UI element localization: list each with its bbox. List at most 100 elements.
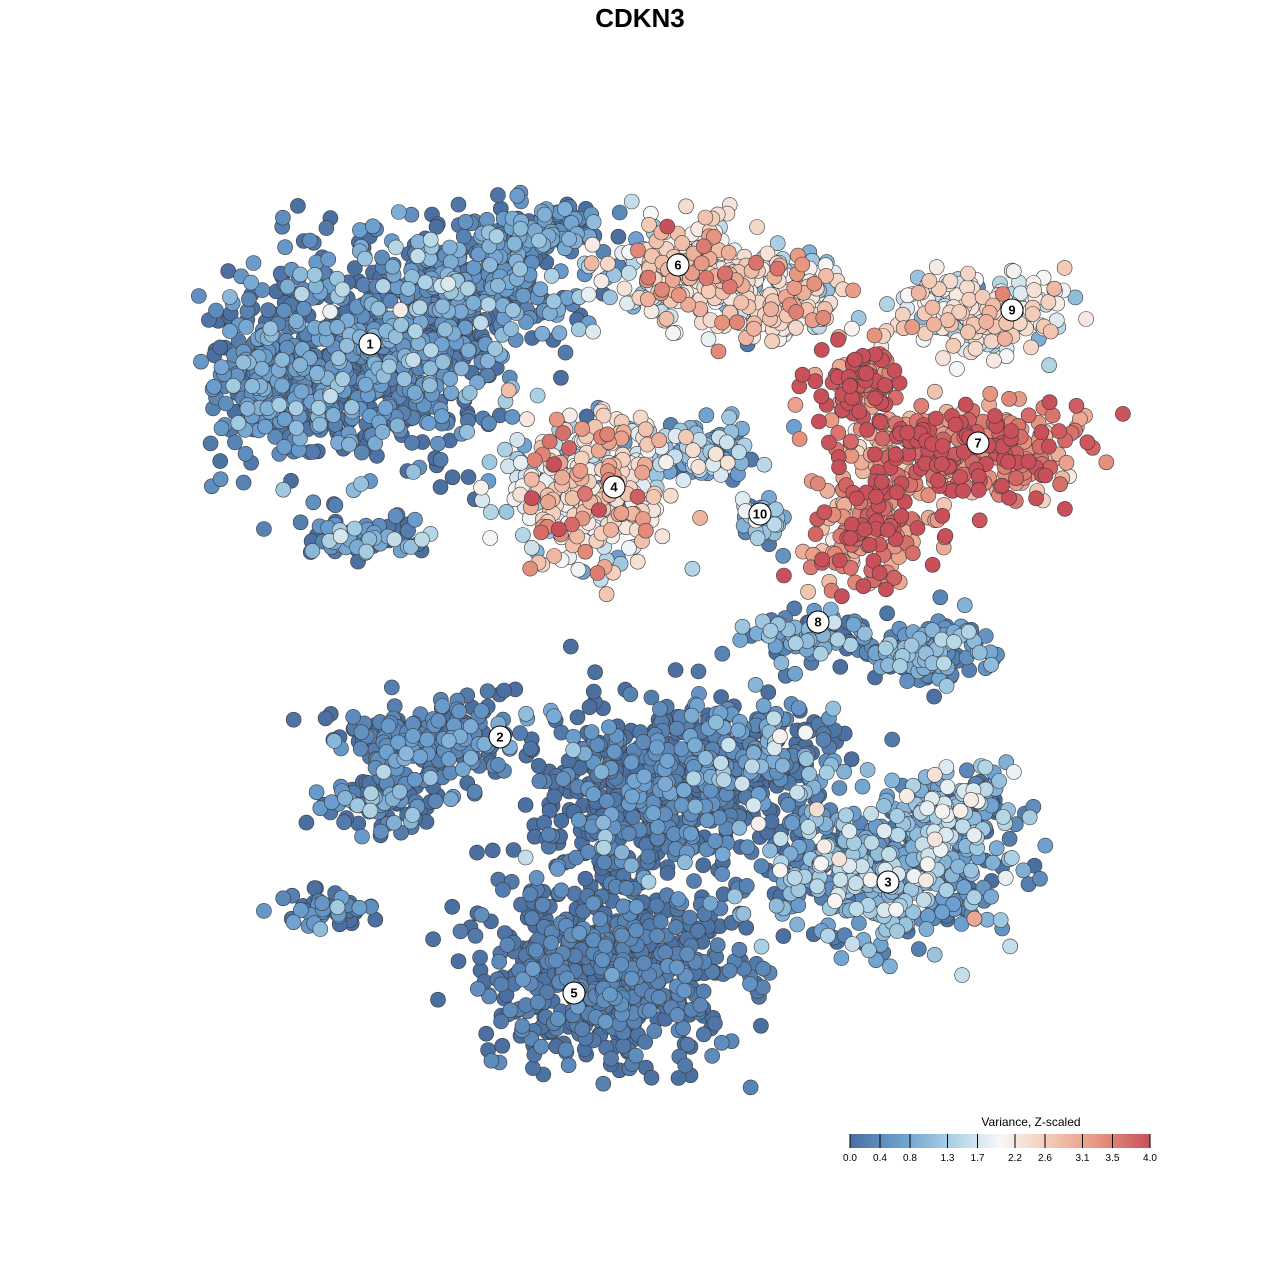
cell-point xyxy=(434,698,451,714)
cell-point xyxy=(772,830,789,847)
cell-point xyxy=(1001,830,1018,847)
cell-point xyxy=(363,785,379,802)
cell-point xyxy=(580,844,597,860)
cell-point xyxy=(193,353,209,370)
cell-point xyxy=(859,762,876,778)
cell-point xyxy=(934,803,951,820)
cell-point xyxy=(483,1052,500,1069)
cell-point xyxy=(879,296,895,312)
cell-point xyxy=(587,664,603,681)
cell-point xyxy=(659,752,676,769)
cell-point xyxy=(306,267,323,283)
cell-point xyxy=(450,196,467,213)
cell-point xyxy=(277,239,293,255)
cell-point xyxy=(738,878,755,894)
cell-point xyxy=(212,339,228,356)
cell-point xyxy=(620,825,637,842)
cell-point xyxy=(615,898,632,915)
cell-point xyxy=(884,772,901,789)
cell-point xyxy=(641,1002,658,1019)
cell-point xyxy=(983,656,1000,673)
cell-point xyxy=(490,187,506,203)
cell-point xyxy=(889,808,906,824)
cell-point xyxy=(602,986,618,1003)
cell-point xyxy=(407,771,423,788)
cell-point xyxy=(553,882,570,899)
cell-point xyxy=(735,905,752,922)
cell-point xyxy=(257,418,274,435)
cell-point xyxy=(562,638,579,655)
cell-point xyxy=(407,511,423,528)
cell-point xyxy=(678,429,694,445)
cell-point xyxy=(971,644,988,661)
cell-point xyxy=(534,325,551,342)
cell-point xyxy=(797,724,814,741)
cell-point xyxy=(332,528,349,545)
cell-point xyxy=(681,909,698,926)
cell-point xyxy=(528,942,544,959)
cell-point xyxy=(851,915,867,931)
cell-point xyxy=(926,946,943,963)
cell-point xyxy=(949,361,965,377)
cell-point xyxy=(956,597,973,614)
cell-point xyxy=(652,913,669,930)
cell-point xyxy=(572,759,588,776)
cell-point xyxy=(624,788,640,805)
cell-point xyxy=(622,686,639,703)
cell-point xyxy=(939,779,956,795)
cell-point xyxy=(417,274,434,291)
cell-point xyxy=(585,323,601,340)
cell-point xyxy=(405,352,422,368)
cell-point xyxy=(786,869,803,886)
cell-point xyxy=(584,236,601,253)
cell-point xyxy=(856,625,873,642)
cell-point xyxy=(667,662,684,678)
cell-point xyxy=(312,921,329,937)
cell-point xyxy=(325,407,342,423)
cell-point xyxy=(789,916,806,933)
cell-point xyxy=(351,899,368,916)
cell-point xyxy=(380,718,397,734)
cell-point xyxy=(831,851,848,867)
cell-point xyxy=(288,313,305,329)
cell-point xyxy=(963,862,979,879)
cell-point xyxy=(339,337,355,354)
cell-point xyxy=(677,854,693,871)
cell-point xyxy=(734,618,751,635)
cell-point xyxy=(430,991,446,1008)
cell-point xyxy=(645,489,662,505)
cell-point xyxy=(274,351,291,368)
cell-point xyxy=(543,935,560,951)
cell-point xyxy=(621,540,637,556)
cell-point xyxy=(1037,837,1054,854)
cell-point xyxy=(565,728,582,745)
cell-point xyxy=(801,766,817,782)
cell-point xyxy=(323,794,340,811)
cell-point xyxy=(364,218,381,235)
cell-point xyxy=(545,293,562,310)
cell-point xyxy=(585,786,602,803)
cell-point xyxy=(384,258,401,275)
cell-point xyxy=(235,354,252,371)
cell-point xyxy=(747,676,764,693)
cell-point xyxy=(594,952,611,969)
cell-point xyxy=(540,826,557,843)
cell-point xyxy=(773,655,790,671)
cell-point xyxy=(434,408,450,425)
cell-point xyxy=(358,543,375,560)
cell-point xyxy=(322,303,339,320)
cell-point xyxy=(700,331,717,348)
cell-point xyxy=(480,296,497,313)
cell-point xyxy=(570,561,587,578)
cell-point xyxy=(375,763,392,780)
cell-point xyxy=(1005,263,1022,280)
cell-point xyxy=(936,655,952,672)
cell-point xyxy=(749,530,766,547)
cell-point xyxy=(422,231,439,248)
cell-point xyxy=(1040,294,1057,310)
cell-point xyxy=(682,825,699,842)
cell-point xyxy=(593,273,610,290)
cell-point xyxy=(218,395,234,412)
cell-point xyxy=(256,521,272,537)
cell-point xyxy=(753,938,770,955)
